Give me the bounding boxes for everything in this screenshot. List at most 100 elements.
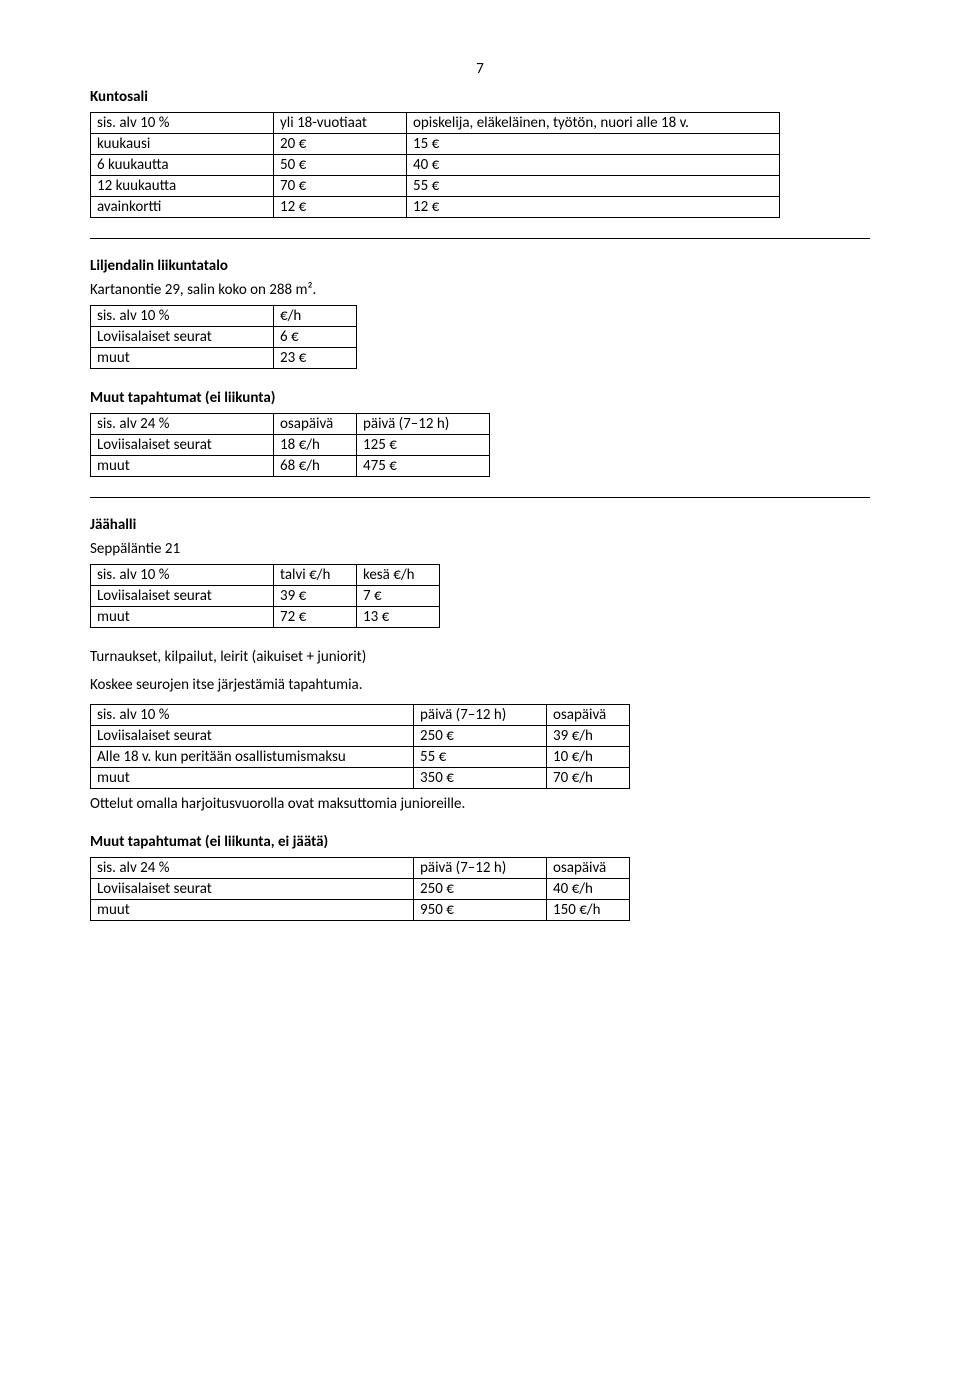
table-cell: 6 kuukautta [91,155,274,176]
table-cell: Loviisalaiset seurat [91,586,274,607]
table-cell: 55 € [407,176,780,197]
table-cell: Alle 18 v. kun peritään osallistumismaks… [91,747,414,768]
table-cell: 70 €/h [547,768,630,789]
table-row: sis. alv 10 % päivä (7–12 h) osapäivä [91,705,630,726]
liljendal-subtitle: Kartanontie 29, salin koko on 288 m². [90,281,870,299]
table-row: muut 68 €/h 475 € [91,456,490,477]
turnaukset-intro2: Koskee seurojen itse järjestämiä tapahtu… [90,676,870,694]
table-cell: 39 € [274,586,357,607]
table-header-cell: sis. alv 10 % [91,705,414,726]
table-cell: 150 €/h [547,900,630,921]
table-cell: muut [91,900,414,921]
table-cell: 12 kuukautta [91,176,274,197]
table-row: sis. alv 10 % €/h [91,306,357,327]
divider [90,238,870,239]
table-header-cell: päivä (7–12 h) [414,705,547,726]
table-row: Loviisalaiset seurat 6 € [91,327,357,348]
table-header-cell: sis. alv 10 % [91,113,274,134]
table-header-cell: osapäivä [547,705,630,726]
table-header-cell: opiskelija, eläkeläinen, työtön, nuori a… [407,113,780,134]
divider [90,497,870,498]
table-header-cell: kesä €/h [357,565,440,586]
table-row: muut 950 € 150 €/h [91,900,630,921]
table-cell: muut [91,607,274,628]
table-cell: 40 € [407,155,780,176]
muut1-title: Muut tapahtumat (ei liikunta) [90,389,870,407]
table-cell: 125 € [357,435,490,456]
table-cell: 23 € [274,348,357,369]
table-cell: kuukausi [91,134,274,155]
table-header-cell: sis. alv 24 % [91,414,274,435]
table-cell: 10 €/h [547,747,630,768]
table-cell: 55 € [414,747,547,768]
table-header-cell: sis. alv 10 % [91,306,274,327]
table-cell: muut [91,456,274,477]
table-cell: 15 € [407,134,780,155]
table-header-cell: päivä (7–12 h) [357,414,490,435]
table-cell: 7 € [357,586,440,607]
jaahalli-title: Jäähalli [90,516,870,534]
table-row: sis. alv 10 % talvi €/h kesä €/h [91,565,440,586]
table-header-cell: sis. alv 10 % [91,565,274,586]
turnaukset-section: Turnaukset, kilpailut, leirit (aikuiset … [90,648,870,813]
turnaukset-table: sis. alv 10 % päivä (7–12 h) osapäivä Lo… [90,704,630,789]
liljendal-table: sis. alv 10 % €/h Loviisalaiset seurat 6… [90,305,357,369]
table-cell: Loviisalaiset seurat [91,726,414,747]
table-header-cell: €/h [274,306,357,327]
table-row: Loviisalaiset seurat 250 € 40 €/h [91,879,630,900]
table-row: avainkortti 12 € 12 € [91,197,780,218]
table-row: Loviisalaiset seurat 18 €/h 125 € [91,435,490,456]
table-header-cell: osapäivä [274,414,357,435]
turnaukset-intro1: Turnaukset, kilpailut, leirit (aikuiset … [90,648,870,666]
table-header-cell: osapäivä [547,858,630,879]
table-cell: muut [91,348,274,369]
table-row: sis. alv 24 % osapäivä päivä (7–12 h) [91,414,490,435]
table-row: muut 72 € 13 € [91,607,440,628]
jaahalli-section: Jäähalli Seppäläntie 21 sis. alv 10 % ta… [90,516,870,628]
table-cell: 20 € [274,134,407,155]
table-cell: avainkortti [91,197,274,218]
jaahalli-subtitle: Seppäläntie 21 [90,540,870,558]
table-cell: 70 € [274,176,407,197]
table-header-cell: talvi €/h [274,565,357,586]
table-cell: muut [91,768,414,789]
table-header-cell: päivä (7–12 h) [414,858,547,879]
table-row: muut 350 € 70 €/h [91,768,630,789]
kuntosali-section: Kuntosali sis. alv 10 % yli 18-vuotiaat … [90,88,870,218]
table-cell: 12 € [274,197,407,218]
table-cell: 72 € [274,607,357,628]
table-header-cell: yli 18-vuotiaat [274,113,407,134]
muut1-table: sis. alv 24 % osapäivä päivä (7–12 h) Lo… [90,413,490,477]
table-cell: Loviisalaiset seurat [91,435,274,456]
table-row: Loviisalaiset seurat 39 € 7 € [91,586,440,607]
table-cell: Loviisalaiset seurat [91,327,274,348]
kuntosali-title: Kuntosali [90,88,870,106]
table-header-cell: sis. alv 24 % [91,858,414,879]
table-row: Alle 18 v. kun peritään osallistumismaks… [91,747,630,768]
table-cell: 950 € [414,900,547,921]
table-cell: 68 €/h [274,456,357,477]
table-row: 6 kuukautta 50 € 40 € [91,155,780,176]
kuntosali-table: sis. alv 10 % yli 18-vuotiaat opiskelija… [90,112,780,218]
liljendal-title: Liljendalin liikuntatalo [90,257,870,275]
table-cell: 475 € [357,456,490,477]
jaahalli-table: sis. alv 10 % talvi €/h kesä €/h Loviisa… [90,564,440,628]
page-number: 7 [90,60,870,78]
table-cell: 50 € [274,155,407,176]
table-cell: 250 € [414,726,547,747]
table-cell: 40 €/h [547,879,630,900]
table-row: 12 kuukautta 70 € 55 € [91,176,780,197]
table-cell: 18 €/h [274,435,357,456]
table-row: kuukausi 20 € 15 € [91,134,780,155]
muut2-title: Muut tapahtumat (ei liikunta, ei jäätä) [90,833,870,851]
table-row: sis. alv 24 % päivä (7–12 h) osapäivä [91,858,630,879]
table-row: Loviisalaiset seurat 250 € 39 €/h [91,726,630,747]
table-cell: 12 € [407,197,780,218]
table-row: muut 23 € [91,348,357,369]
table-cell: 250 € [414,879,547,900]
table-cell: 39 €/h [547,726,630,747]
table-cell: Loviisalaiset seurat [91,879,414,900]
table-cell: 13 € [357,607,440,628]
muut1-section: Muut tapahtumat (ei liikunta) sis. alv 2… [90,389,870,477]
table-cell: 350 € [414,768,547,789]
